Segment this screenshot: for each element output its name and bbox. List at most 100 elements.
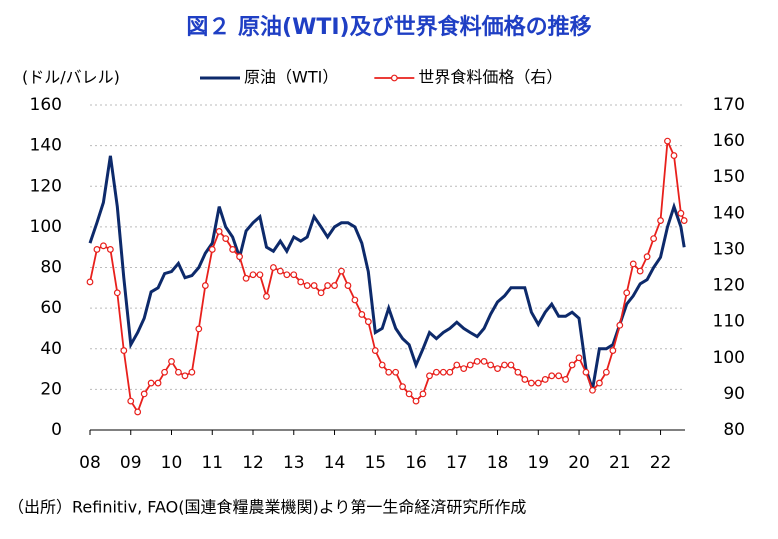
- x-tick-label: 08: [79, 453, 101, 473]
- series-marker: [276, 267, 284, 275]
- series-marker: [439, 368, 447, 376]
- series-marker: [100, 242, 107, 250]
- series-line: [88, 155, 686, 390]
- series-marker: [623, 289, 631, 297]
- y-tick-label: 0: [51, 420, 62, 440]
- series-marker: [664, 137, 671, 145]
- x-tick-label: 15: [364, 453, 386, 473]
- series-marker: [269, 264, 277, 271]
- y2-tick-label: 130: [713, 239, 745, 259]
- series-marker: [433, 368, 440, 376]
- y-tick-label: 160: [30, 95, 62, 115]
- series-marker: [208, 246, 216, 253]
- series-marker: [303, 282, 311, 289]
- y2-tick-label: 160: [713, 131, 745, 151]
- series-marker: [446, 368, 454, 376]
- series-marker: [589, 386, 596, 394]
- series-marker: [127, 397, 135, 405]
- series-marker: [596, 379, 603, 387]
- x-tick-label: 16: [405, 453, 427, 473]
- series-marker: [161, 368, 168, 376]
- series-marker: [297, 278, 305, 286]
- x-tick-label: 09: [120, 453, 142, 473]
- y-tick-label: 80: [40, 258, 62, 278]
- series-marker: [534, 379, 542, 387]
- x-tick-label: 21: [609, 453, 631, 473]
- series-marker: [494, 365, 501, 373]
- series-marker: [399, 383, 406, 391]
- series-marker: [344, 282, 352, 289]
- series-marker: [351, 296, 359, 304]
- series-marker: [201, 282, 209, 289]
- series-marker: [215, 227, 223, 235]
- series-marker: [541, 376, 549, 383]
- x-tick-label: 14: [324, 453, 346, 473]
- y-axis-label: (ドル/バレル): [22, 68, 120, 87]
- series-marker: [392, 368, 400, 376]
- y2-tick-label: 170: [713, 95, 745, 115]
- series-marker: [106, 246, 114, 253]
- y2-tick-label: 150: [713, 167, 745, 187]
- series-marker: [283, 271, 291, 279]
- x-tick-label: 20: [568, 453, 590, 473]
- series-marker: [670, 152, 678, 159]
- legend-label: 世界食料価格（右）: [418, 68, 562, 87]
- series-marker: [575, 354, 583, 362]
- series-marker: [419, 390, 427, 398]
- series-marker: [134, 408, 142, 416]
- chart-title: 図２ 原油(WTI)及び世界食料価格の推移: [186, 14, 591, 40]
- series-marker: [453, 361, 461, 369]
- series-marker: [290, 271, 298, 279]
- y-tick-label: 60: [40, 298, 62, 318]
- y2-tick-label: 100: [713, 348, 745, 368]
- series-marker: [242, 274, 250, 282]
- series-marker: [378, 361, 386, 369]
- series-marker: [636, 267, 644, 275]
- series-marker: [371, 347, 379, 354]
- y2-tick-label: 140: [713, 203, 745, 223]
- y-tick-label: 140: [30, 136, 62, 156]
- series-marker: [507, 361, 515, 369]
- series-marker: [473, 357, 481, 365]
- series-marker: [338, 267, 345, 275]
- series-marker: [521, 376, 529, 383]
- series-marker: [385, 368, 393, 376]
- series-marker: [263, 292, 270, 300]
- series-marker: [609, 347, 617, 354]
- series-marker: [222, 235, 230, 243]
- series-marker: [324, 282, 331, 289]
- y2-tick-label: 120: [713, 276, 745, 296]
- series-marker: [501, 361, 508, 369]
- series-marker: [317, 289, 325, 297]
- series-marker: [460, 365, 468, 373]
- series-marker: [86, 278, 94, 286]
- series-marker: [548, 372, 556, 380]
- x-tick-label: 11: [201, 453, 223, 473]
- series-marker: [229, 246, 237, 253]
- series-marker: [412, 397, 420, 405]
- series-marker: [331, 282, 338, 289]
- series-marker: [657, 217, 664, 224]
- y2-tick-label: 90: [723, 384, 745, 404]
- series-marker: [643, 253, 651, 261]
- series-marker: [616, 321, 624, 329]
- series-marker: [256, 271, 264, 279]
- y-tick-label: 100: [30, 217, 62, 237]
- y-tick-label: 120: [30, 176, 62, 196]
- series-marker: [154, 379, 162, 387]
- series-marker: [426, 372, 433, 380]
- series-marker: [582, 368, 590, 376]
- series-marker: [514, 368, 522, 376]
- series-marker: [677, 209, 685, 217]
- x-tick-label: 17: [446, 453, 468, 473]
- y-tick-label: 20: [40, 379, 62, 399]
- y-tick-label: 40: [40, 339, 62, 359]
- x-tick-label: 13: [283, 453, 305, 473]
- y2-tick-label: 80: [723, 420, 745, 440]
- series-marker: [480, 357, 488, 365]
- series-marker: [120, 347, 128, 354]
- series-marker: [487, 361, 495, 369]
- series-marker: [364, 318, 372, 326]
- series-marker: [93, 246, 101, 253]
